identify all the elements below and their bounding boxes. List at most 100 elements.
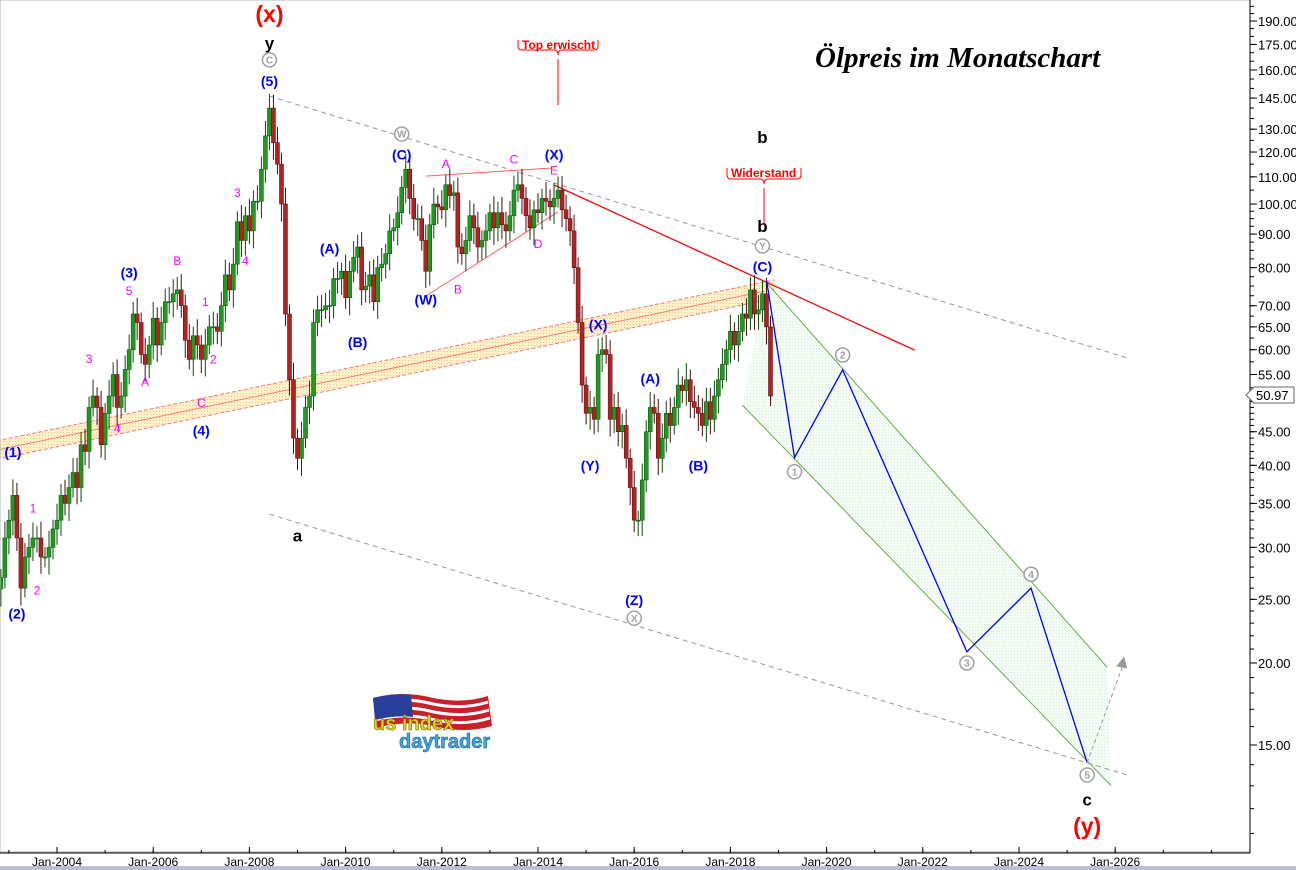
candle bbox=[455, 177, 461, 264]
candle-body bbox=[263, 135, 268, 170]
wave-label: 1 bbox=[202, 295, 209, 309]
candle-body bbox=[22, 556, 28, 589]
candle bbox=[511, 175, 517, 234]
candle-body bbox=[94, 395, 100, 408]
candle-body bbox=[631, 487, 637, 521]
candle bbox=[150, 301, 156, 360]
wave-label: D bbox=[534, 237, 543, 251]
candle-body bbox=[720, 364, 725, 380]
candle-body bbox=[255, 200, 260, 203]
candle-body bbox=[459, 246, 465, 254]
candle bbox=[539, 188, 545, 230]
candle-body bbox=[419, 218, 425, 241]
candle bbox=[603, 334, 609, 364]
candle bbox=[331, 267, 336, 319]
candle bbox=[471, 203, 477, 245]
candle-body bbox=[651, 407, 657, 414]
candle bbox=[223, 259, 228, 323]
candle bbox=[383, 243, 388, 279]
candle-body bbox=[635, 519, 641, 522]
candle-body bbox=[684, 379, 689, 391]
candle-body bbox=[688, 379, 693, 402]
x-tick-label: Jan-2020 bbox=[802, 855, 852, 869]
candle-body bbox=[275, 142, 280, 165]
candle bbox=[138, 312, 144, 364]
candle-body bbox=[712, 395, 717, 420]
candle bbox=[0, 568, 4, 607]
candle-body bbox=[672, 407, 677, 426]
candle-body bbox=[732, 331, 737, 346]
candle-body bbox=[62, 495, 68, 504]
candle-body bbox=[752, 289, 757, 315]
candle bbox=[275, 127, 280, 175]
candle bbox=[443, 174, 449, 228]
candle-body bbox=[668, 413, 673, 426]
projection-channel-lower bbox=[742, 404, 1112, 787]
candle-body bbox=[203, 344, 208, 360]
candle-body bbox=[110, 374, 116, 397]
candle-body bbox=[664, 413, 669, 439]
candle bbox=[14, 482, 20, 551]
candle bbox=[183, 294, 188, 358]
candle bbox=[195, 319, 200, 360]
last-price-label: 50.97 bbox=[1256, 388, 1289, 403]
candle bbox=[563, 194, 569, 232]
candle bbox=[46, 530, 52, 575]
wave-label: C bbox=[197, 396, 206, 410]
candle-body bbox=[319, 309, 324, 312]
candle-body bbox=[595, 354, 601, 420]
candle bbox=[643, 420, 649, 492]
wave-label: (X) bbox=[589, 316, 608, 332]
candle-body bbox=[463, 240, 469, 254]
candle bbox=[323, 293, 328, 320]
candle-body bbox=[495, 212, 501, 229]
wave-label: X bbox=[631, 614, 638, 625]
candle-body bbox=[764, 293, 769, 328]
candle-body bbox=[647, 407, 653, 432]
candle bbox=[579, 305, 585, 403]
candle bbox=[651, 394, 657, 424]
candle-body bbox=[66, 487, 72, 504]
candle-body bbox=[142, 354, 148, 365]
wave-label: (Z) bbox=[625, 592, 643, 608]
candle bbox=[170, 279, 176, 318]
candle bbox=[688, 369, 693, 419]
candle bbox=[10, 479, 16, 536]
candle-body bbox=[130, 313, 136, 350]
candle-body bbox=[643, 431, 649, 481]
wave-label: 1 bbox=[30, 502, 37, 516]
candle-body bbox=[279, 163, 284, 205]
candle-body bbox=[531, 209, 537, 229]
candle-body bbox=[303, 407, 308, 439]
candle-body bbox=[431, 203, 437, 225]
candle bbox=[483, 214, 489, 258]
candle-body bbox=[367, 274, 372, 287]
wave-label: E bbox=[550, 164, 558, 178]
candle-body bbox=[207, 326, 212, 346]
candle bbox=[114, 359, 120, 426]
candle bbox=[708, 388, 713, 435]
candle bbox=[255, 185, 260, 211]
candle bbox=[728, 314, 733, 364]
candle-body bbox=[435, 203, 441, 208]
candle-body bbox=[50, 528, 56, 548]
candle bbox=[575, 257, 581, 334]
candle-body bbox=[191, 335, 196, 360]
x-tick-label: Jan-2014 bbox=[513, 855, 563, 869]
candle-body bbox=[571, 230, 577, 268]
candle bbox=[423, 224, 429, 289]
candle bbox=[411, 183, 416, 231]
candle-body bbox=[615, 407, 621, 432]
candle bbox=[211, 311, 216, 345]
candle-body bbox=[170, 293, 176, 302]
candle bbox=[627, 448, 633, 506]
candle bbox=[507, 200, 513, 242]
x-tick-label: Jan-2006 bbox=[128, 855, 178, 869]
candle-body bbox=[363, 285, 368, 291]
candle-body bbox=[371, 274, 376, 302]
candle-body bbox=[383, 253, 388, 265]
candle bbox=[764, 277, 769, 345]
candle-body bbox=[267, 107, 272, 137]
candle bbox=[126, 334, 132, 385]
candle bbox=[756, 295, 761, 330]
